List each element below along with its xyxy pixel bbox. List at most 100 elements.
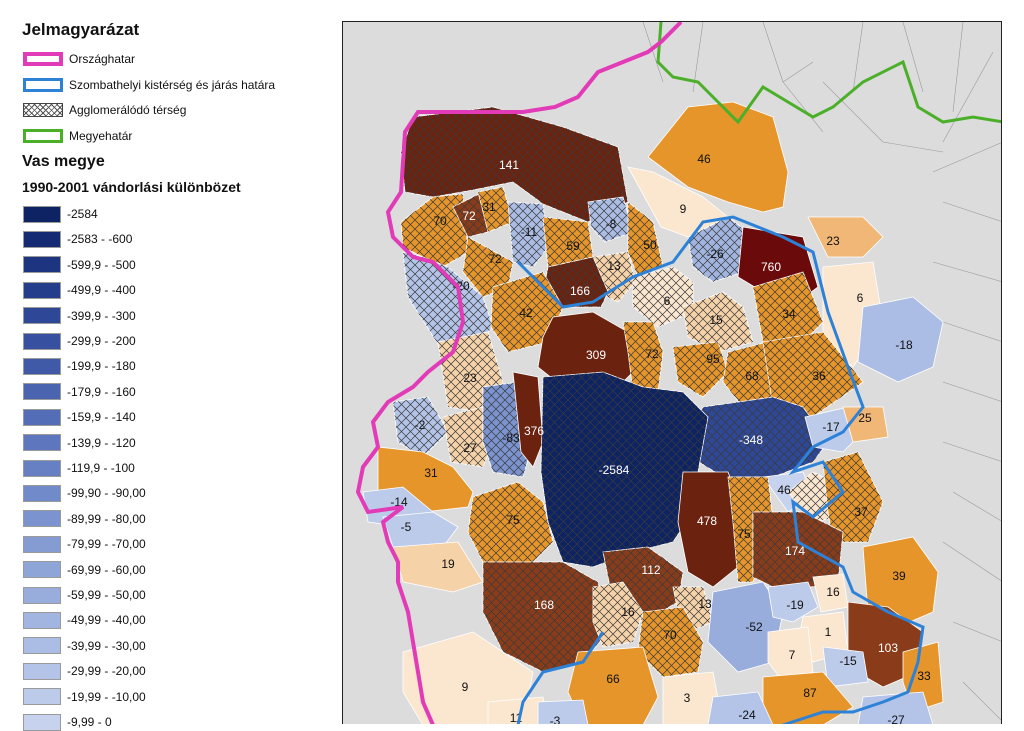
municipality-value-label: 168 [534, 598, 554, 612]
agglomeration-hatch [628, 202, 663, 277]
agglomeration-hatch [491, 272, 563, 352]
municipality-value-label: -11 [521, 225, 538, 239]
legend-item-country-border: Országhatar [23, 50, 135, 68]
legend-item-district-border: Szombathelyi kistérség és járás határa [23, 76, 275, 94]
legend-class-label: -599,9 - -500 [67, 257, 136, 272]
agglomeration-hatch [403, 252, 493, 352]
municipality-value-label: -348 [739, 433, 763, 447]
legend-class-item: -599,9 - -500 [23, 256, 136, 274]
municipality-area [662, 671, 724, 724]
legend-class-label: -49,99 - -40,00 [67, 613, 146, 628]
legend-class-item: -499,9 - -400 [23, 281, 136, 299]
municipality-value-label: 23 [463, 371, 477, 385]
agglomeration-hatch [393, 397, 448, 457]
agglomeration-hatch [673, 342, 728, 397]
legend-class-label: -2583 - -600 [67, 232, 133, 247]
map-legend: Jelmagyarázat Országhatar Szombathelyi k… [0, 0, 340, 731]
municipality-value-label: 141 [499, 158, 519, 172]
agglomeration-hatch [541, 372, 708, 567]
municipality-value-label: 39 [892, 569, 906, 583]
legend-class-item: -2583 - -600 [23, 230, 132, 248]
agglomeration-hatch [468, 482, 553, 567]
legend-class-item: -29,99 - -20,00 [23, 662, 146, 680]
municipality-value-label: 103 [878, 641, 898, 655]
legend-class-swatch [23, 230, 61, 248]
agglomeration-hatch [753, 512, 843, 592]
legend-class-label: -179,9 - -160 [67, 384, 136, 399]
municipality-value-label: 174 [785, 544, 805, 558]
municipality-value-label: -15 [839, 654, 857, 668]
municipality-value-label: -24 [738, 708, 756, 722]
legend-class-label: -9,99 - 0 [67, 715, 112, 729]
legend-class-item: -399,9 - -300 [23, 307, 136, 325]
legend-item-county-border: Megyehatár [23, 127, 132, 145]
legend-class-swatch [23, 484, 61, 502]
legend-swatch-county-border [23, 129, 63, 143]
legend-class-swatch [23, 561, 61, 579]
map-frame: 141 70 72 31 -11 59 -8 50 9 46 -20 72 13 166 -26 760 23 4… [342, 21, 1002, 724]
legend-swatch-district-border [23, 78, 63, 92]
legend-class-swatch [23, 357, 61, 375]
country-border [355, 22, 683, 724]
municipality-value-label: 70 [433, 214, 447, 228]
municipality-value-label: 50 [643, 238, 657, 252]
municipality-value-label: 27 [463, 441, 477, 455]
agglomeration-hatch [683, 292, 753, 352]
agglomeration-hatch [753, 272, 823, 352]
legend-class-item: -199,9 - -180 [23, 357, 136, 375]
municipality-area [512, 371, 544, 468]
municipality-value-label: 760 [761, 260, 781, 274]
municipality-value-label: 36 [812, 369, 826, 383]
municipality-value-label: -2 [415, 418, 426, 432]
legend-class-swatch [23, 662, 61, 680]
agglomeration-hatch [588, 197, 633, 242]
agglomeration-hatch [401, 107, 628, 222]
municipality-value-label: 9 [462, 680, 469, 694]
legend-class-label: -59,99 - -50,00 [67, 588, 146, 602]
municipality-value-label: 59 [566, 239, 580, 253]
municipality-value-label: 46 [697, 152, 711, 166]
legend-class-label: -399,9 - -300 [67, 308, 136, 323]
legend-class-item: -19,99 - -10,00 [23, 688, 146, 706]
municipality-area [647, 101, 789, 213]
municipality-value-label: 16 [621, 605, 635, 619]
municipality-area [567, 646, 659, 724]
municipality-value-label: 70 [663, 628, 677, 642]
municipality-value-label: 3 [684, 691, 691, 705]
municipality-value-label: -18 [895, 338, 913, 352]
legend-class-item: -79,99 - -70,00 [23, 535, 146, 553]
legend-label: Agglomerálódó térség [69, 103, 187, 117]
legend-class-swatch [23, 611, 61, 629]
legend-class-item: -2584 [23, 205, 98, 223]
municipality-value-label: -83 [502, 431, 520, 445]
legend-class-swatch [23, 408, 61, 426]
legend-class-item: -99,90 - -90,00 [23, 484, 146, 502]
legend-class-swatch [23, 434, 61, 452]
legend-county-title: Vas megye [22, 153, 105, 170]
legend-class-label: -89,99 - -80,00 [67, 511, 146, 526]
agglomeration-hatch [543, 257, 608, 307]
municipality-area [537, 699, 589, 724]
municipality-value-label: 72 [462, 209, 476, 223]
municipality-value-label: 72 [488, 252, 502, 266]
legend-class-swatch [23, 510, 61, 528]
legend-class-item: -49,99 - -40,00 [23, 611, 146, 629]
legend-subtitle: 1990-2001 vándorlási különbözet [22, 179, 241, 195]
agglomeration-hatch [443, 407, 493, 467]
legend-class-swatch [23, 205, 61, 223]
municipality-value-label: 6 [857, 291, 864, 305]
legend-label: Megyehatár [69, 129, 133, 143]
legend-class-item: -69,99 - -60,00 [23, 561, 146, 579]
municipality-value-label: 37 [854, 505, 868, 519]
municipality-area [857, 296, 944, 383]
municipality-value-label: 72 [645, 347, 659, 361]
legend-class-label: -119,9 - -100 [67, 461, 135, 475]
legend-class-label: -69,99 - -60,00 [67, 562, 146, 577]
municipality-value-label: -2584 [599, 463, 630, 477]
municipality-value-label: 66 [606, 672, 620, 686]
agglomeration-hatch [823, 452, 883, 542]
agglomeration-hatch [483, 562, 608, 672]
agglomeration-hatch [478, 187, 513, 232]
agglomeration-hatch [688, 217, 748, 282]
